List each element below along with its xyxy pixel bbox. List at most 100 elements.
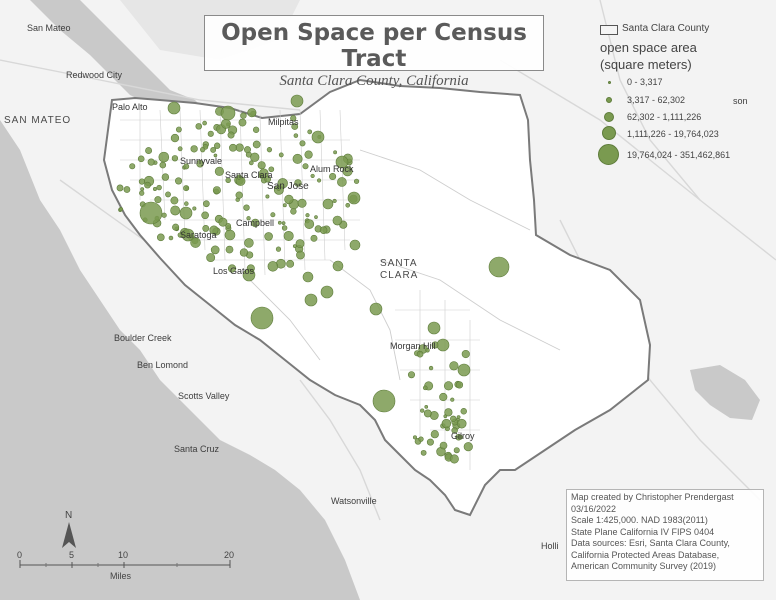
open-space-circle bbox=[270, 212, 276, 218]
scale-units: Miles bbox=[110, 571, 132, 581]
legend-class-label: 3,317 - 62,302 bbox=[627, 95, 686, 105]
open-space-circle bbox=[244, 146, 251, 154]
reservoir bbox=[690, 365, 760, 420]
legend-class-5: 19,764,024 - 351,462,861 bbox=[594, 144, 764, 165]
open-space-circle bbox=[455, 381, 464, 389]
place-label: Sunnyvale bbox=[180, 156, 223, 166]
place-label: Palo Alto bbox=[112, 102, 148, 112]
open-space-circle bbox=[349, 239, 361, 251]
open-space-circle bbox=[246, 216, 251, 221]
open-space-circle bbox=[304, 293, 318, 307]
open-space-circle bbox=[337, 177, 347, 187]
open-space-circle bbox=[250, 306, 274, 330]
open-space-circle bbox=[201, 211, 209, 220]
map-subtitle: Santa Clara County, California bbox=[279, 73, 469, 89]
open-space-circle bbox=[461, 349, 470, 359]
open-space-circle bbox=[450, 397, 455, 402]
place-label: Gilroy bbox=[451, 431, 475, 441]
place-label: Scotts Valley bbox=[178, 391, 230, 401]
open-space-circle bbox=[210, 147, 217, 153]
open-space-circle bbox=[190, 237, 201, 248]
open-space-circle bbox=[202, 224, 210, 232]
legend-class-3: 62,302 - 1,111,226 bbox=[594, 111, 764, 131]
open-space-circle bbox=[214, 166, 224, 176]
open-space-circle bbox=[252, 140, 261, 149]
open-space-circle bbox=[227, 264, 237, 273]
open-space-circle bbox=[158, 151, 170, 163]
open-space-circle bbox=[488, 256, 510, 278]
scale-tick-label: 5 bbox=[69, 550, 75, 560]
credit-line: Map created by Christopher Prendergast bbox=[571, 492, 734, 502]
open-space-circle bbox=[238, 118, 247, 127]
open-space-circle bbox=[250, 152, 260, 162]
open-space-circle bbox=[302, 163, 309, 170]
open-space-circle bbox=[165, 191, 171, 198]
open-space-circle bbox=[154, 196, 162, 204]
region-lines bbox=[249, 149, 561, 381]
open-space-circle bbox=[167, 101, 181, 115]
legend-symbol bbox=[604, 112, 614, 122]
open-space-circle bbox=[332, 215, 343, 226]
open-space-circle bbox=[268, 166, 275, 173]
credit-line: 03/16/2022 bbox=[571, 503, 617, 514]
scale-bar: N 0 5 10 20 Miles bbox=[10, 508, 250, 588]
open-space-circle bbox=[451, 427, 458, 434]
open-space-circle bbox=[225, 223, 232, 229]
ocean bbox=[0, 120, 360, 600]
open-space-circle bbox=[227, 131, 235, 139]
open-space-circle bbox=[240, 112, 247, 119]
open-space-circle bbox=[369, 302, 383, 316]
open-space-circle bbox=[171, 155, 179, 162]
open-space-circle bbox=[170, 196, 179, 205]
place-label: Santa Cruz bbox=[174, 444, 220, 454]
open-space-circle bbox=[225, 177, 231, 184]
open-space-circle bbox=[310, 234, 318, 242]
open-space-circle bbox=[202, 120, 207, 126]
open-space-circle bbox=[290, 94, 304, 108]
north-arrow-icon bbox=[62, 522, 76, 548]
open-space-circle bbox=[181, 228, 195, 242]
open-space-circle bbox=[453, 447, 460, 454]
place-label: Ben Lomond bbox=[137, 360, 189, 370]
open-space-circle bbox=[457, 434, 463, 440]
open-space-circle bbox=[372, 389, 396, 413]
county-swatch bbox=[600, 25, 618, 35]
open-space-circle bbox=[305, 213, 310, 218]
open-space-circle bbox=[172, 223, 180, 231]
legend-class-label: 62,302 - 1,111,226 bbox=[627, 112, 702, 122]
open-space-circle bbox=[257, 161, 266, 170]
bay bbox=[30, 0, 205, 120]
open-space-circle bbox=[239, 248, 249, 257]
open-space-circle bbox=[329, 172, 337, 181]
legend: Santa Clara County open space area (squa… bbox=[594, 21, 764, 171]
open-space-circle bbox=[420, 408, 425, 413]
open-space-circle bbox=[137, 155, 145, 163]
open-space-circle bbox=[314, 215, 318, 219]
open-space-circle bbox=[145, 147, 153, 155]
place-label: Holli bbox=[541, 541, 559, 551]
credit-line: Data sources: Esri, Santa Clara County, bbox=[571, 538, 730, 548]
open-space-circle bbox=[278, 152, 284, 158]
open-space-circle bbox=[291, 123, 299, 130]
place-label: San Jose bbox=[267, 181, 309, 192]
legend-title: open space area bbox=[600, 40, 697, 55]
open-space-circle bbox=[276, 186, 281, 191]
open-space-circle bbox=[243, 204, 250, 211]
place-label: CLARA bbox=[380, 270, 419, 281]
open-space-circle bbox=[407, 371, 416, 379]
open-space-circle bbox=[265, 194, 270, 199]
credit-line: California Protected Areas Database, bbox=[571, 549, 720, 560]
open-space-circle bbox=[418, 436, 424, 442]
open-space-circle bbox=[156, 184, 162, 191]
open-space-circle bbox=[225, 245, 234, 254]
county-outline bbox=[102, 78, 652, 517]
open-space-circle bbox=[244, 238, 254, 248]
place-label: Morgan Hill bbox=[390, 341, 436, 351]
legend-class-1: 0 - 3,317 bbox=[594, 76, 764, 96]
legend-county-entry: Santa Clara County bbox=[594, 23, 744, 37]
open-space-circle bbox=[170, 133, 180, 143]
open-space-circle bbox=[144, 181, 151, 189]
open-space-circle bbox=[290, 208, 297, 215]
